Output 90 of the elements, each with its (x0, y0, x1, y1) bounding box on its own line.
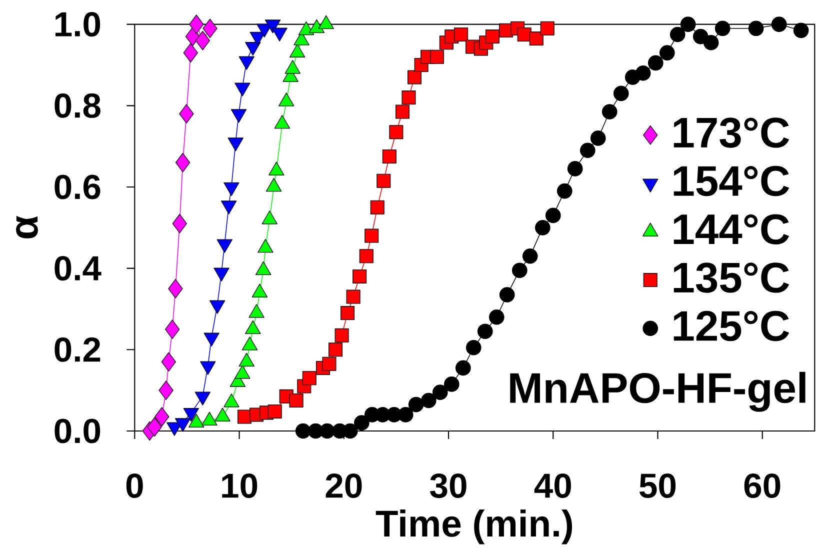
point (168, 278, 183, 298)
point (635, 65, 651, 81)
point (430, 50, 444, 64)
y-tick-label: 0.8 (54, 93, 100, 118)
point (556, 183, 572, 199)
point (432, 384, 448, 400)
point (398, 407, 414, 422)
point (545, 208, 561, 224)
x-tick-label: 10 (222, 473, 258, 498)
y-tick-label: 0.0 (54, 418, 100, 444)
point (154, 407, 170, 426)
point (179, 104, 194, 124)
point (771, 16, 787, 32)
point (289, 393, 304, 408)
point (659, 45, 675, 60)
point (512, 262, 528, 278)
point (714, 20, 730, 36)
point (455, 360, 471, 376)
point (346, 290, 360, 304)
point (648, 55, 664, 71)
y-tick-label: 1.0 (56, 12, 100, 37)
point (189, 14, 204, 34)
point (161, 352, 176, 372)
point (402, 90, 416, 105)
point (395, 104, 410, 119)
point (529, 32, 544, 46)
point (376, 174, 391, 188)
point (703, 34, 719, 50)
point (580, 142, 596, 158)
point (172, 214, 187, 234)
point (522, 248, 538, 264)
annotation: MnAPO-HF-gel (510, 372, 806, 412)
point (302, 371, 316, 386)
point (680, 16, 696, 32)
point (485, 30, 500, 44)
point (540, 21, 554, 36)
point (164, 320, 180, 339)
legend-label: 173°C (674, 118, 790, 148)
y-tick-label: 0.6 (54, 174, 100, 200)
point (488, 309, 504, 325)
point (175, 152, 190, 172)
point (590, 130, 606, 146)
point (748, 20, 764, 36)
x-axis-title: Time (min.) (376, 509, 572, 544)
legend-label: 154°C (674, 166, 790, 196)
point (195, 30, 210, 50)
point (466, 340, 482, 356)
y-axis-title: α (16, 216, 38, 238)
point (328, 342, 343, 357)
point (420, 392, 436, 408)
point (499, 287, 515, 302)
x-tick-label: 60 (744, 473, 780, 498)
point (382, 149, 396, 164)
x-tick-label: 30 (430, 473, 466, 498)
point (408, 396, 424, 412)
point (359, 249, 374, 264)
point (613, 86, 629, 102)
point (389, 125, 404, 140)
y-tick-label: 0.2 (54, 337, 100, 362)
x-tick-label: 40 (534, 473, 571, 498)
point (567, 161, 583, 176)
point (602, 104, 618, 120)
point (352, 269, 367, 284)
point (340, 306, 355, 320)
point (364, 228, 379, 243)
point (670, 26, 686, 42)
point (517, 27, 532, 42)
point (454, 27, 468, 42)
point (202, 18, 218, 38)
x-tick-label: 50 (640, 473, 676, 498)
point (322, 356, 336, 371)
point (268, 404, 282, 418)
point (147, 417, 162, 437)
x-tick-label: 20 (326, 473, 362, 498)
point (295, 423, 311, 439)
point (444, 376, 460, 392)
point (158, 380, 174, 400)
legend-label: 135°C (674, 262, 790, 293)
point (354, 415, 370, 431)
legend-label: 144°C (674, 214, 790, 244)
point (334, 328, 349, 342)
point (183, 43, 198, 62)
point (477, 324, 493, 340)
point (370, 200, 384, 214)
point (793, 22, 809, 38)
point (534, 220, 550, 236)
point (408, 70, 422, 84)
legend-label: 125°C (674, 310, 790, 342)
y-tick-label: 0.4 (54, 256, 102, 281)
x-tick-label: 0 (126, 473, 143, 498)
